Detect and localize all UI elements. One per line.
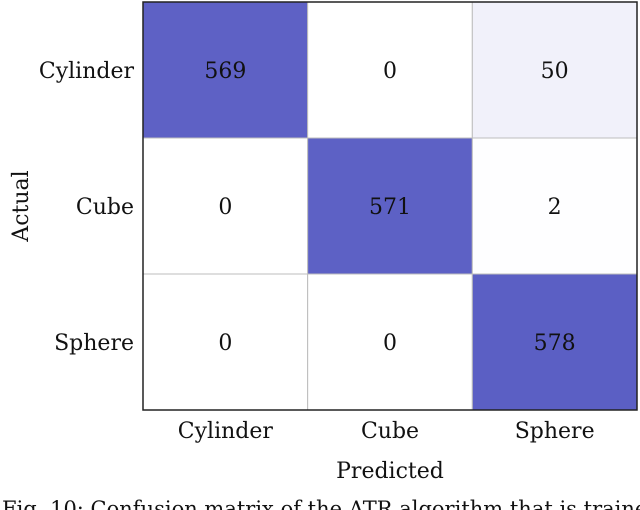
cell-value-label: 0	[383, 59, 397, 84]
tick-labels: Cylinder Cube Sphere Cylinder Cube Sphere	[39, 59, 595, 444]
matrix-cell	[307, 1, 473, 139]
cell-value-label: 0	[218, 331, 232, 356]
plot-frame	[142, 1, 638, 411]
y-axis-label: Actual	[9, 170, 34, 242]
x-axis-label: Predicted	[336, 459, 444, 484]
figure-caption: Fig. 10: Confusion matrix of the ATR alg…	[2, 497, 640, 510]
matrix-cells: 569 0 50 0 571 2 0 0 578	[142, 1, 638, 411]
cell-value-label: 578	[534, 331, 576, 356]
cell-value-label: 2	[548, 195, 562, 220]
matrix-cell	[142, 273, 309, 411]
matrix-cell	[142, 1, 309, 139]
matrix-cell	[307, 273, 473, 411]
cell-value-label: 0	[383, 331, 397, 356]
y-tick-label: Cube	[76, 195, 134, 220]
x-tick-label: Cube	[361, 419, 419, 444]
y-tick-label: Sphere	[54, 331, 134, 356]
cell-value-label: 571	[369, 195, 411, 220]
matrix-cell	[142, 137, 309, 275]
y-tick-label: Cylinder	[39, 59, 135, 84]
matrix-cell	[307, 137, 473, 275]
matrix-cell	[471, 137, 638, 275]
x-tick-label: Cylinder	[178, 419, 274, 444]
cell-value-label: 50	[541, 59, 569, 84]
cell-value-label: 569	[204, 59, 246, 84]
cell-value-label: 0	[218, 195, 232, 220]
x-tick-label: Sphere	[515, 419, 595, 444]
